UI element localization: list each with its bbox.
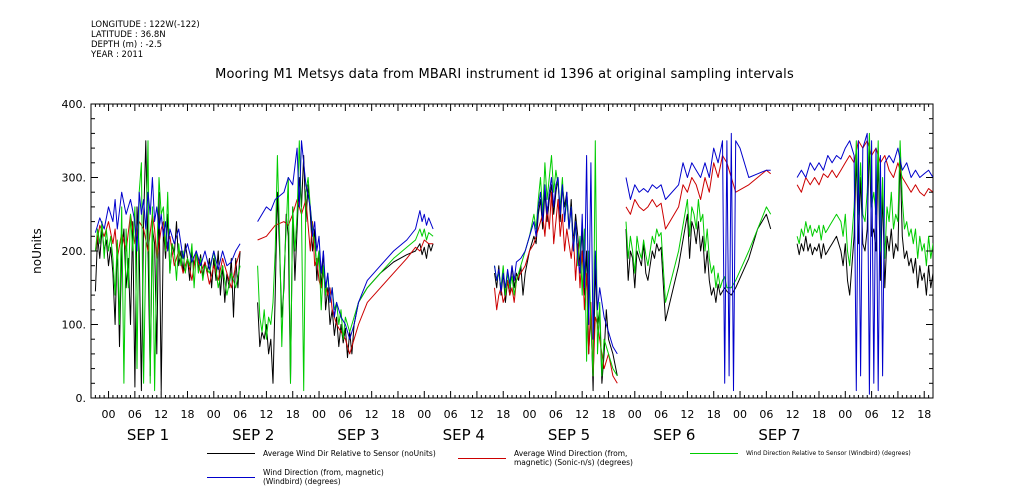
x-tick-label: 12	[575, 408, 589, 421]
y-tick-label: 200.	[62, 245, 87, 258]
y-axis-label: noUnits	[30, 228, 44, 274]
longitude-label: LONGITUDE : 122W(-122)	[91, 20, 200, 30]
latitude-label: LATITUDE : 36.8N	[91, 30, 166, 40]
x-day-label: SEP 5	[548, 426, 590, 444]
x-tick-label: 12	[259, 408, 273, 421]
x-tick-label: 18	[812, 408, 826, 421]
y-tick-label: 400.	[62, 98, 87, 111]
series-line-3	[796, 132, 933, 267]
series-line-4	[494, 155, 618, 355]
axis-layer: 0. 100. 200. 300. 400. 00 06 12 18 00 06 12 18 00 06 12…	[62, 98, 933, 444]
x-tick-label: 00	[838, 408, 852, 421]
series-line-3	[625, 199, 772, 303]
x-day-label: SEP 3	[337, 426, 379, 444]
x-tick-label: 00	[312, 408, 326, 421]
series-line-4	[796, 132, 933, 395]
chart-title: Mooring M1 Metsys data from MBARI instru…	[215, 67, 794, 82]
x-tick-label: 18	[180, 408, 194, 421]
series-line-2	[625, 155, 772, 230]
x-tick-label: 00	[417, 408, 431, 421]
series-line-3	[257, 140, 434, 392]
x-tick-label: 06	[338, 408, 352, 421]
series-line-1	[94, 140, 241, 392]
x-tick-label: 18	[391, 408, 405, 421]
x-tick-label: 00	[207, 408, 221, 421]
x-tick-label: 18	[496, 408, 510, 421]
x-day-label: SEP 2	[232, 426, 274, 444]
y-tick-label: 300.	[62, 172, 87, 185]
series-line-2	[494, 191, 618, 384]
x-tick-label: 06	[444, 408, 458, 421]
x-day-label: SEP 1	[127, 426, 169, 444]
x-tick-label: 12	[891, 408, 905, 421]
x-tick-label: 12	[786, 408, 800, 421]
series-line-3	[494, 140, 618, 377]
series-line-2	[257, 199, 434, 355]
series-line-4	[257, 140, 434, 340]
x-tick-label: 00	[523, 408, 537, 421]
series-line-1	[796, 140, 933, 296]
x-tick-label: 00	[628, 408, 642, 421]
x-tick-label: 00	[733, 408, 747, 421]
series-line-1	[625, 213, 772, 322]
x-tick-label: 12	[154, 408, 168, 421]
y-tick-label: 0.	[76, 392, 87, 405]
depth-label: DEPTH (m) : -2.5	[91, 40, 163, 50]
x-tick-label: 06	[128, 408, 142, 421]
x-tick-label: 06	[759, 408, 773, 421]
series-line-3	[94, 140, 241, 392]
x-tick-label: 18	[601, 408, 615, 421]
series-line-2	[796, 140, 933, 197]
x-day-label: SEP 6	[653, 426, 695, 444]
x-tick-label: 12	[365, 408, 379, 421]
metadata-block: LONGITUDE : 122W(-122) LATITUDE : 36.8N …	[91, 20, 200, 60]
series-layer	[94, 132, 933, 395]
series-line-4	[625, 132, 771, 392]
x-tick-label: 06	[549, 408, 563, 421]
plot-frame	[90, 103, 934, 399]
x-tick-label: 00	[102, 408, 116, 421]
x-tick-label: 18	[917, 408, 931, 421]
x-tick-label: 06	[654, 408, 668, 421]
x-day-label: SEP 4	[443, 426, 485, 444]
x-day-label: SEP 7	[758, 426, 800, 444]
year-label: YEAR : 2011	[91, 50, 144, 60]
x-tick-label: 06	[865, 408, 879, 421]
x-tick-label: 18	[286, 408, 300, 421]
x-tick-label: 18	[707, 408, 721, 421]
series-line-4	[94, 177, 241, 270]
x-tick-label: 12	[470, 408, 484, 421]
x-tick-label: 06	[233, 408, 247, 421]
x-tick-label: 12	[680, 408, 694, 421]
y-tick-label: 100.	[62, 319, 87, 332]
